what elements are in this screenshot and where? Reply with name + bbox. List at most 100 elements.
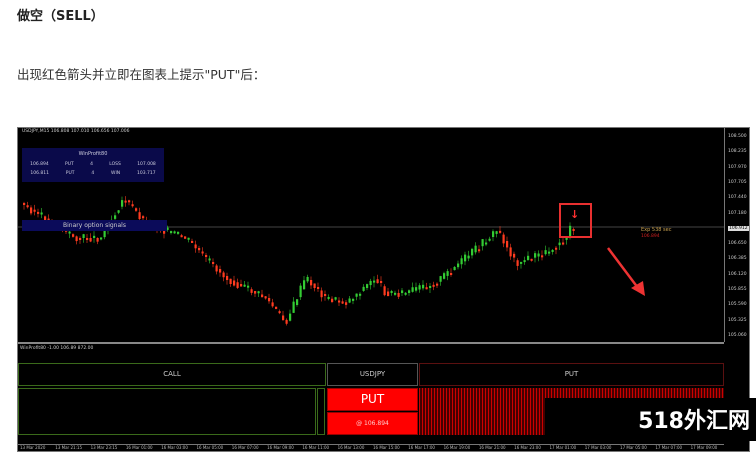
price-tick: 105.060: [728, 332, 747, 338]
time-tick: 16 Mar 23:00: [514, 445, 541, 450]
candle: [530, 258, 533, 261]
price-tick: 105.855: [728, 287, 747, 292]
info-row: 106.811 PUT 4 WIN 103.717: [22, 171, 164, 176]
candle: [117, 210, 120, 213]
candle: [96, 238, 99, 242]
candle: [86, 238, 89, 240]
candle: [478, 249, 481, 252]
time-tick: 16 Mar 07:00: [231, 445, 259, 450]
candle: [173, 231, 176, 234]
candle: [548, 251, 551, 254]
candle: [271, 302, 274, 307]
candle: [313, 283, 316, 289]
candle: [268, 298, 271, 302]
candle: [467, 255, 470, 259]
time-tick: 16 Mar 03:00: [161, 445, 188, 450]
candle: [93, 235, 96, 238]
candle: [40, 212, 43, 215]
price-tick: 106.650: [728, 241, 747, 247]
time-tick: 17 Mar 01:00: [549, 445, 577, 450]
heading: 做空（SELL）: [17, 9, 104, 24]
info-cell: 107.008: [137, 162, 156, 167]
candle: [30, 207, 33, 214]
candle: [348, 298, 351, 303]
candle: [408, 290, 411, 293]
candle: [103, 230, 106, 238]
candle: [383, 286, 386, 296]
put-signal: PUT: [327, 388, 418, 411]
candle: [166, 227, 169, 230]
time-tick: 16 Mar 11:00: [302, 445, 330, 450]
info-cell: PUT: [65, 162, 74, 167]
time-tick: 13 Mar 23:15: [90, 445, 118, 450]
info-cell: LOSS: [109, 162, 121, 167]
candle: [257, 291, 260, 294]
candle: [334, 297, 337, 300]
candle: [89, 238, 92, 242]
candle: [250, 289, 253, 293]
candle: [474, 245, 477, 253]
candle: [513, 253, 516, 258]
candle: [124, 200, 127, 203]
price-tick: 106.120: [728, 271, 747, 277]
candle: [121, 200, 124, 207]
candle: [562, 242, 565, 245]
candle: [131, 204, 134, 207]
candle: [450, 273, 453, 275]
candle: [565, 237, 568, 240]
candle: [226, 276, 229, 281]
sub-label: WinProfit80 -1.00 106.89 872.00: [20, 346, 94, 351]
candle: [163, 228, 166, 234]
price-axis: 108.500 108.235 107.970 107.705 107.440 107.1…: [724, 128, 749, 342]
candle: [460, 258, 463, 265]
symbol-label: USDJPY: [327, 363, 418, 386]
candle: [558, 242, 561, 246]
call-button[interactable]: CALL: [18, 363, 326, 386]
time-tick: 16 Mar 21:00: [478, 445, 506, 450]
red-arrow-icon: [607, 247, 645, 296]
paragraph: 出现红色箭头并立即在图表上提示"PUT"后：: [17, 67, 266, 82]
candle: [471, 248, 474, 256]
candle: [443, 273, 446, 279]
candle: [219, 269, 222, 273]
highlight-box: [559, 203, 592, 238]
candle: [303, 280, 306, 290]
candle: [208, 258, 211, 261]
candle: [47, 218, 50, 221]
price-tick: 108.235: [728, 149, 747, 155]
candle: [352, 298, 355, 301]
time-tick: 17 Mar 07:00: [655, 445, 683, 450]
time-tick: 13 Mar 2020: [20, 445, 46, 450]
candle: [394, 292, 397, 295]
candle: [215, 265, 218, 272]
candle: [464, 254, 467, 262]
candle: [170, 231, 173, 234]
candle: [23, 203, 26, 205]
price-tick: 107.705: [728, 179, 747, 185]
candle: [264, 296, 267, 299]
put-button[interactable]: PUT: [419, 363, 724, 386]
time-tick: 16 Mar 13:00: [337, 445, 365, 450]
candle: [338, 300, 341, 303]
candle: [184, 236, 187, 239]
candle: [429, 285, 432, 288]
redaction-block: [545, 398, 756, 441]
candle: [520, 261, 523, 264]
candle: [187, 237, 190, 240]
candle: [240, 284, 243, 287]
info-cell: PUT: [65, 171, 75, 176]
time-tick: 13 Mar 21:15: [55, 445, 83, 450]
candle: [380, 281, 383, 283]
candle: [233, 280, 236, 286]
candle: [541, 255, 544, 258]
info-cell: WIN: [111, 171, 121, 176]
candle: [79, 238, 82, 240]
candle: [397, 293, 400, 297]
candle: [198, 248, 201, 251]
candle: [362, 286, 365, 291]
candle: [509, 247, 512, 257]
info-cell: 103.717: [136, 171, 156, 176]
time-tick: 17 Mar 03:00: [584, 445, 612, 450]
candle: [446, 271, 449, 276]
price-tick: 107.180: [728, 210, 747, 216]
